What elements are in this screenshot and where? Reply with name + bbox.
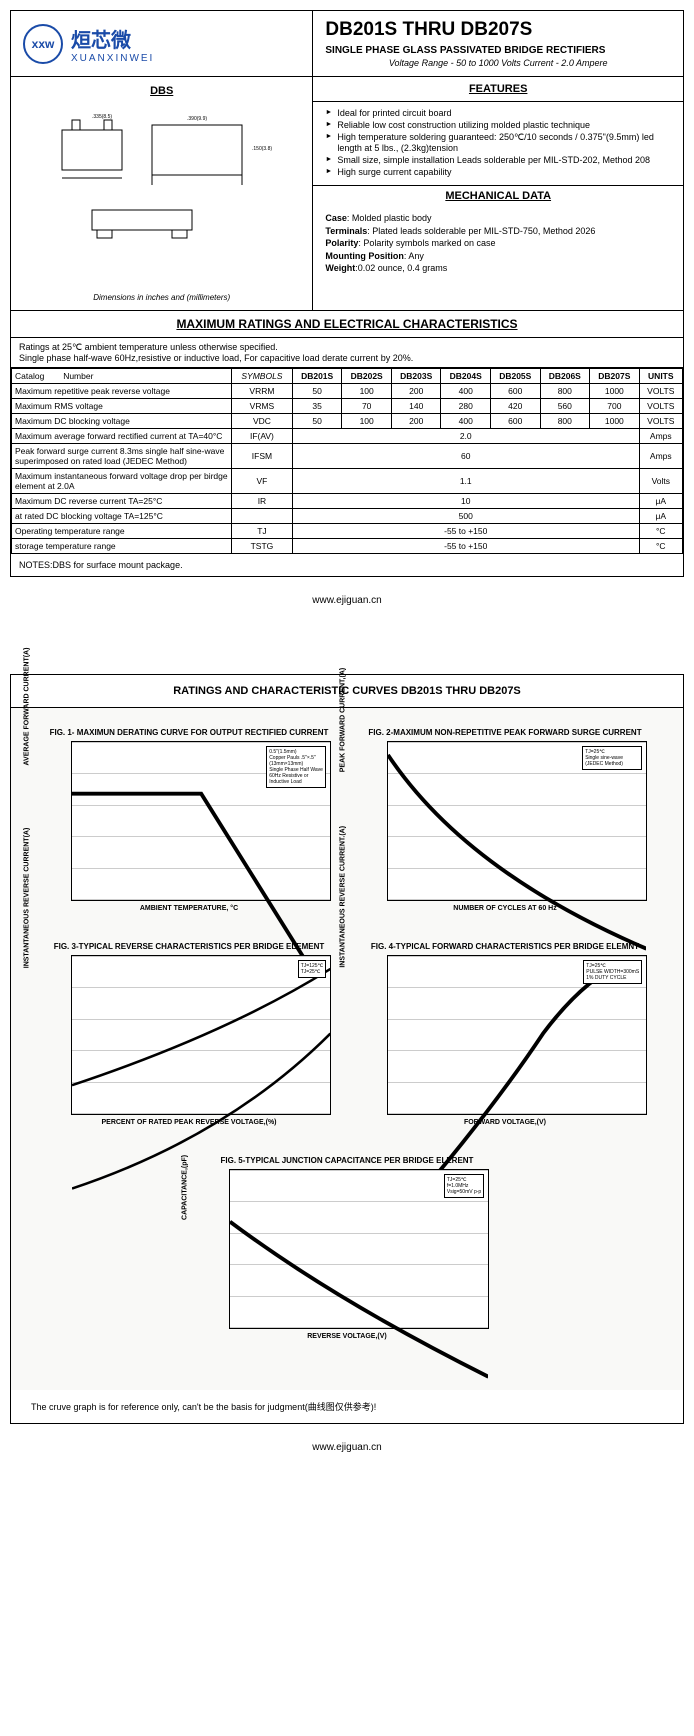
dbs-title: DBS xyxy=(19,85,304,97)
table-row: storage temperature rangeTSTG-55 to +150… xyxy=(12,539,683,554)
ratings-title: MAXIMUM RATINGS AND ELECTRICAL CHARACTER… xyxy=(11,311,683,338)
dimensions-note: Dimensions in inches and (millimeters) xyxy=(19,293,304,302)
polarity-value: Polarity symbols marked on case xyxy=(363,238,495,248)
logo-icon: xxw xyxy=(23,24,63,64)
chart: FIG. 3-TYPICAL REVERSE CHARACTERISTICS P… xyxy=(47,942,331,1126)
features-header: FEATURES xyxy=(313,77,683,102)
datasheet-page-2: RATINGS AND CHARACTERISTIC CURVES DB201S… xyxy=(10,674,684,1424)
table-row: Maximum instantaneous forward voltage dr… xyxy=(12,469,683,494)
mounting-value: Any xyxy=(408,251,424,261)
mounting-label: Mounting Position xyxy=(325,251,403,261)
table-row: Maximum DC blocking voltageVDC5010020040… xyxy=(12,414,683,429)
features-title: FEATURES xyxy=(469,83,527,95)
mechanical-body: Case: Molded plastic body Terminals: Pla… xyxy=(313,206,683,281)
chart: FIG. 5-TYPICAL JUNCTION CAPACITANCE PER … xyxy=(205,1156,489,1340)
logo-cell: xxw 烜芯微 XUANXINWEI xyxy=(11,11,313,76)
chart-row: FIG. 3-TYPICAL REVERSE CHARACTERISTICS P… xyxy=(31,942,663,1126)
header-row: xxw 烜芯微 XUANXINWEI DB201S THRU DB207S SI… xyxy=(11,11,683,77)
polarity-label: Polarity xyxy=(325,238,358,248)
charts-container: FIG. 1- MAXIMUN DERATING CURVE FOR OUTPU… xyxy=(11,708,683,1390)
features-list: Ideal for printed circuit board Reliable … xyxy=(313,102,683,185)
table-row: Maximum repetitive peak reverse voltageV… xyxy=(12,384,683,399)
chart: FIG. 4-TYPICAL FORWARD CHARACTERISTICS P… xyxy=(363,942,647,1126)
logo-cn: 烜芯微 xyxy=(71,24,154,53)
subtitle: SINGLE PHASE GLASS PASSIVATED BRIDGE REC… xyxy=(325,45,671,56)
datasheet-page-1: xxw 烜芯微 XUANXINWEI DB201S THRU DB207S SI… xyxy=(10,10,684,577)
chart: FIG. 1- MAXIMUN DERATING CURVE FOR OUTPU… xyxy=(47,728,331,912)
title-cell: DB201S THRU DB207S SINGLE PHASE GLASS PA… xyxy=(313,11,683,76)
table-notes: NOTES:DBS for surface mount package. xyxy=(11,554,683,576)
feature-item: Reliable low cost construction utilizing… xyxy=(325,120,671,130)
feature-item: Small size, simple installation Leads so… xyxy=(325,155,671,165)
mechanical-title: MECHANICAL DATA xyxy=(445,190,551,202)
spec-table: Catalog NumberSYMBOLSDB201SDB202SDB203SD… xyxy=(11,368,683,554)
ratings-note: Ratings at 25℃ ambient temperature unles… xyxy=(11,338,683,368)
chart: FIG. 2-MAXIMUM NON-REPETITIVE PEAK FORWA… xyxy=(363,728,647,912)
logo-en: XUANXINWEI xyxy=(71,53,154,64)
main-title: DB201S THRU DB207S xyxy=(325,19,671,41)
feature-item: High surge current capability xyxy=(325,167,671,177)
dbs-cell: DBS .335(8.5) .390(9.9) .150(3.8) xyxy=(11,77,313,310)
feature-item: High temperature soldering guaranteed: 2… xyxy=(325,132,671,153)
table-row: Maximum average forward rectified curren… xyxy=(12,429,683,444)
case-value: Molded plastic body xyxy=(352,213,432,223)
features-cell: FEATURES Ideal for printed circuit board… xyxy=(313,77,683,310)
svg-text:.390(9.9): .390(9.9) xyxy=(187,116,207,122)
table-row: Operating temperature rangeTJ-55 to +150… xyxy=(12,524,683,539)
page2-title: RATINGS AND CHARACTERISTIC CURVES DB201S… xyxy=(11,675,683,708)
weight-value: 0.02 ounce, 0.4 grams xyxy=(358,263,448,273)
package-drawing: .335(8.5) .390(9.9) .150(3.8) xyxy=(19,105,304,285)
table-row: Peak forward surge current 8.3ms single … xyxy=(12,444,683,469)
svg-text:.335(8.5): .335(8.5) xyxy=(92,114,112,120)
svg-text:.150(3.8): .150(3.8) xyxy=(252,146,272,152)
logo-text: 烜芯微 XUANXINWEI xyxy=(71,24,154,64)
page2-footer: www.ejiguan.cn xyxy=(0,1434,694,1461)
table-row: Maximum RMS voltageVRMS35701402804205607… xyxy=(12,399,683,414)
terminals-label: Terminals xyxy=(325,226,367,236)
table-row: at rated DC blocking voltage TA=125°C500… xyxy=(12,509,683,524)
terminals-value: Plated leads solderable per MIL-STD-750,… xyxy=(372,226,595,236)
table-row: Maximum DC reverse current TA=25°CIR10μA xyxy=(12,494,683,509)
case-label: Case xyxy=(325,213,347,223)
voltage-line: Voltage Range - 50 to 1000 Volts Current… xyxy=(325,58,671,68)
weight-label: Weight xyxy=(325,263,355,273)
mechanical-header: MECHANICAL DATA xyxy=(313,185,683,206)
feature-item: Ideal for printed circuit board xyxy=(325,108,671,118)
page1-footer: www.ejiguan.cn xyxy=(0,587,694,614)
chart-row: FIG. 1- MAXIMUN DERATING CURVE FOR OUTPU… xyxy=(31,728,663,912)
dbs-features-row: DBS .335(8.5) .390(9.9) .150(3.8) xyxy=(11,77,683,311)
